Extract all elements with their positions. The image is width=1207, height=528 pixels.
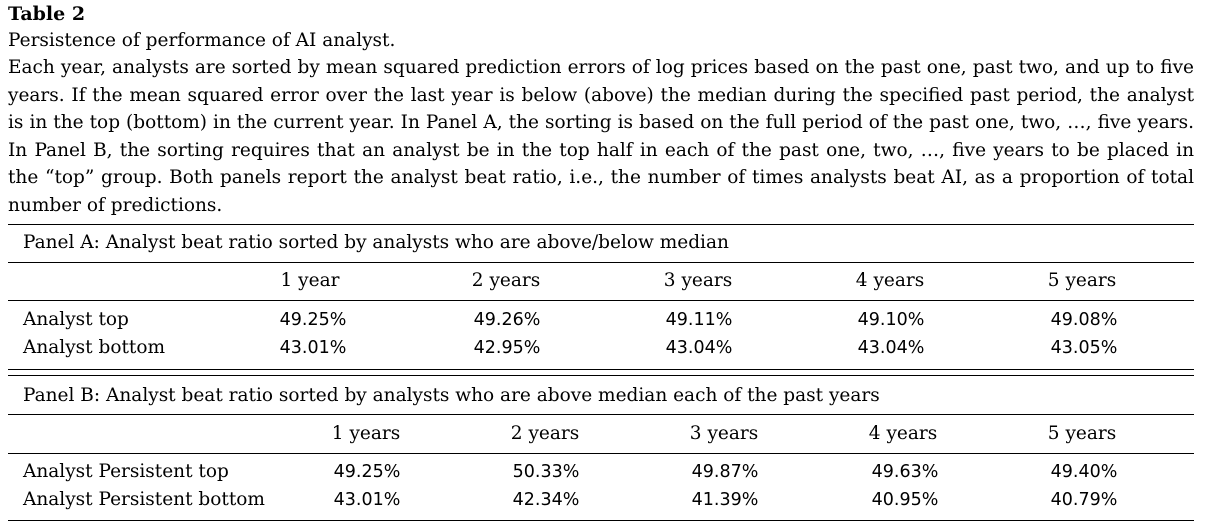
panel-a-header-2: 2 years (471, 270, 541, 291)
panel-b-cell: 50.33% (512, 462, 580, 482)
panel-a-cell: 43.05% (1050, 338, 1118, 358)
panel-b-cell: 40.95% (871, 490, 939, 510)
panel-b-header-3: 3 years (689, 423, 759, 444)
panel-a-row-label: Analyst top (23, 309, 129, 330)
table-caption: Each year, analysts are sorted by mean s… (8, 57, 1194, 216)
panel-b-cell: 49.63% (871, 462, 939, 482)
panel-a-row-label: Analyst bottom (23, 337, 166, 358)
panel-a-cell: 49.10% (857, 310, 925, 330)
panel-b-cell: 49.40% (1050, 462, 1118, 482)
panel-a-cell: 43.04% (857, 338, 925, 358)
panel-a-cell: 49.26% (473, 310, 541, 330)
panel-a-top-rule (8, 224, 1194, 225)
panel-divider-rule-2 (8, 375, 1194, 376)
panel-divider-rule-1 (8, 369, 1194, 370)
panel-a-cell: 49.11% (665, 310, 733, 330)
panel-b-header-4: 4 years (868, 423, 938, 444)
panel-b-row-label: Analyst Persistent top (23, 461, 229, 482)
panel-b-title: Panel B: Analyst beat ratio sorted by an… (23, 385, 880, 406)
panel-b-cell: 49.25% (333, 462, 401, 482)
panel-a-cell: 43.01% (279, 338, 347, 358)
panel-a-cell: 43.04% (665, 338, 733, 358)
panel-a-cell: 49.25% (279, 310, 347, 330)
panel-b-cell: 42.34% (512, 490, 580, 510)
panel-b-row-label: Analyst Persistent bottom (23, 489, 265, 510)
panel-b-header-5: 5 years (1047, 423, 1117, 444)
panel-b-cell: 40.79% (1050, 490, 1118, 510)
panel-a-header-4: 4 years (855, 270, 925, 291)
panel-a-header-rule (8, 300, 1194, 301)
panel-a-title: Panel A: Analyst beat ratio sorted by an… (23, 232, 729, 253)
panel-a-title-rule (8, 262, 1194, 263)
panel-a-cell: 49.08% (1050, 310, 1118, 330)
panel-b-cell: 41.39% (691, 490, 759, 510)
table-title: Persistence of performance of AI analyst… (8, 30, 396, 51)
table-bottom-rule (8, 520, 1194, 521)
panel-b-header-1: 1 years (331, 423, 401, 444)
panel-a-header-3: 3 years (663, 270, 733, 291)
table-label: Table 2 (8, 3, 86, 25)
table-caption-block: Table 2 Persistence of performance of AI… (8, 0, 1194, 220)
panel-b-title-rule (8, 414, 1194, 415)
panel-b-cell: 43.01% (333, 490, 401, 510)
panel-b-cell: 49.87% (691, 462, 759, 482)
panel-a-header-5: 5 years (1047, 270, 1117, 291)
panel-a-cell: 42.95% (473, 338, 541, 358)
panel-a-header-1: 1 year (280, 270, 340, 291)
panel-b-header-rule (8, 453, 1194, 454)
panel-b-header-2: 2 years (510, 423, 580, 444)
